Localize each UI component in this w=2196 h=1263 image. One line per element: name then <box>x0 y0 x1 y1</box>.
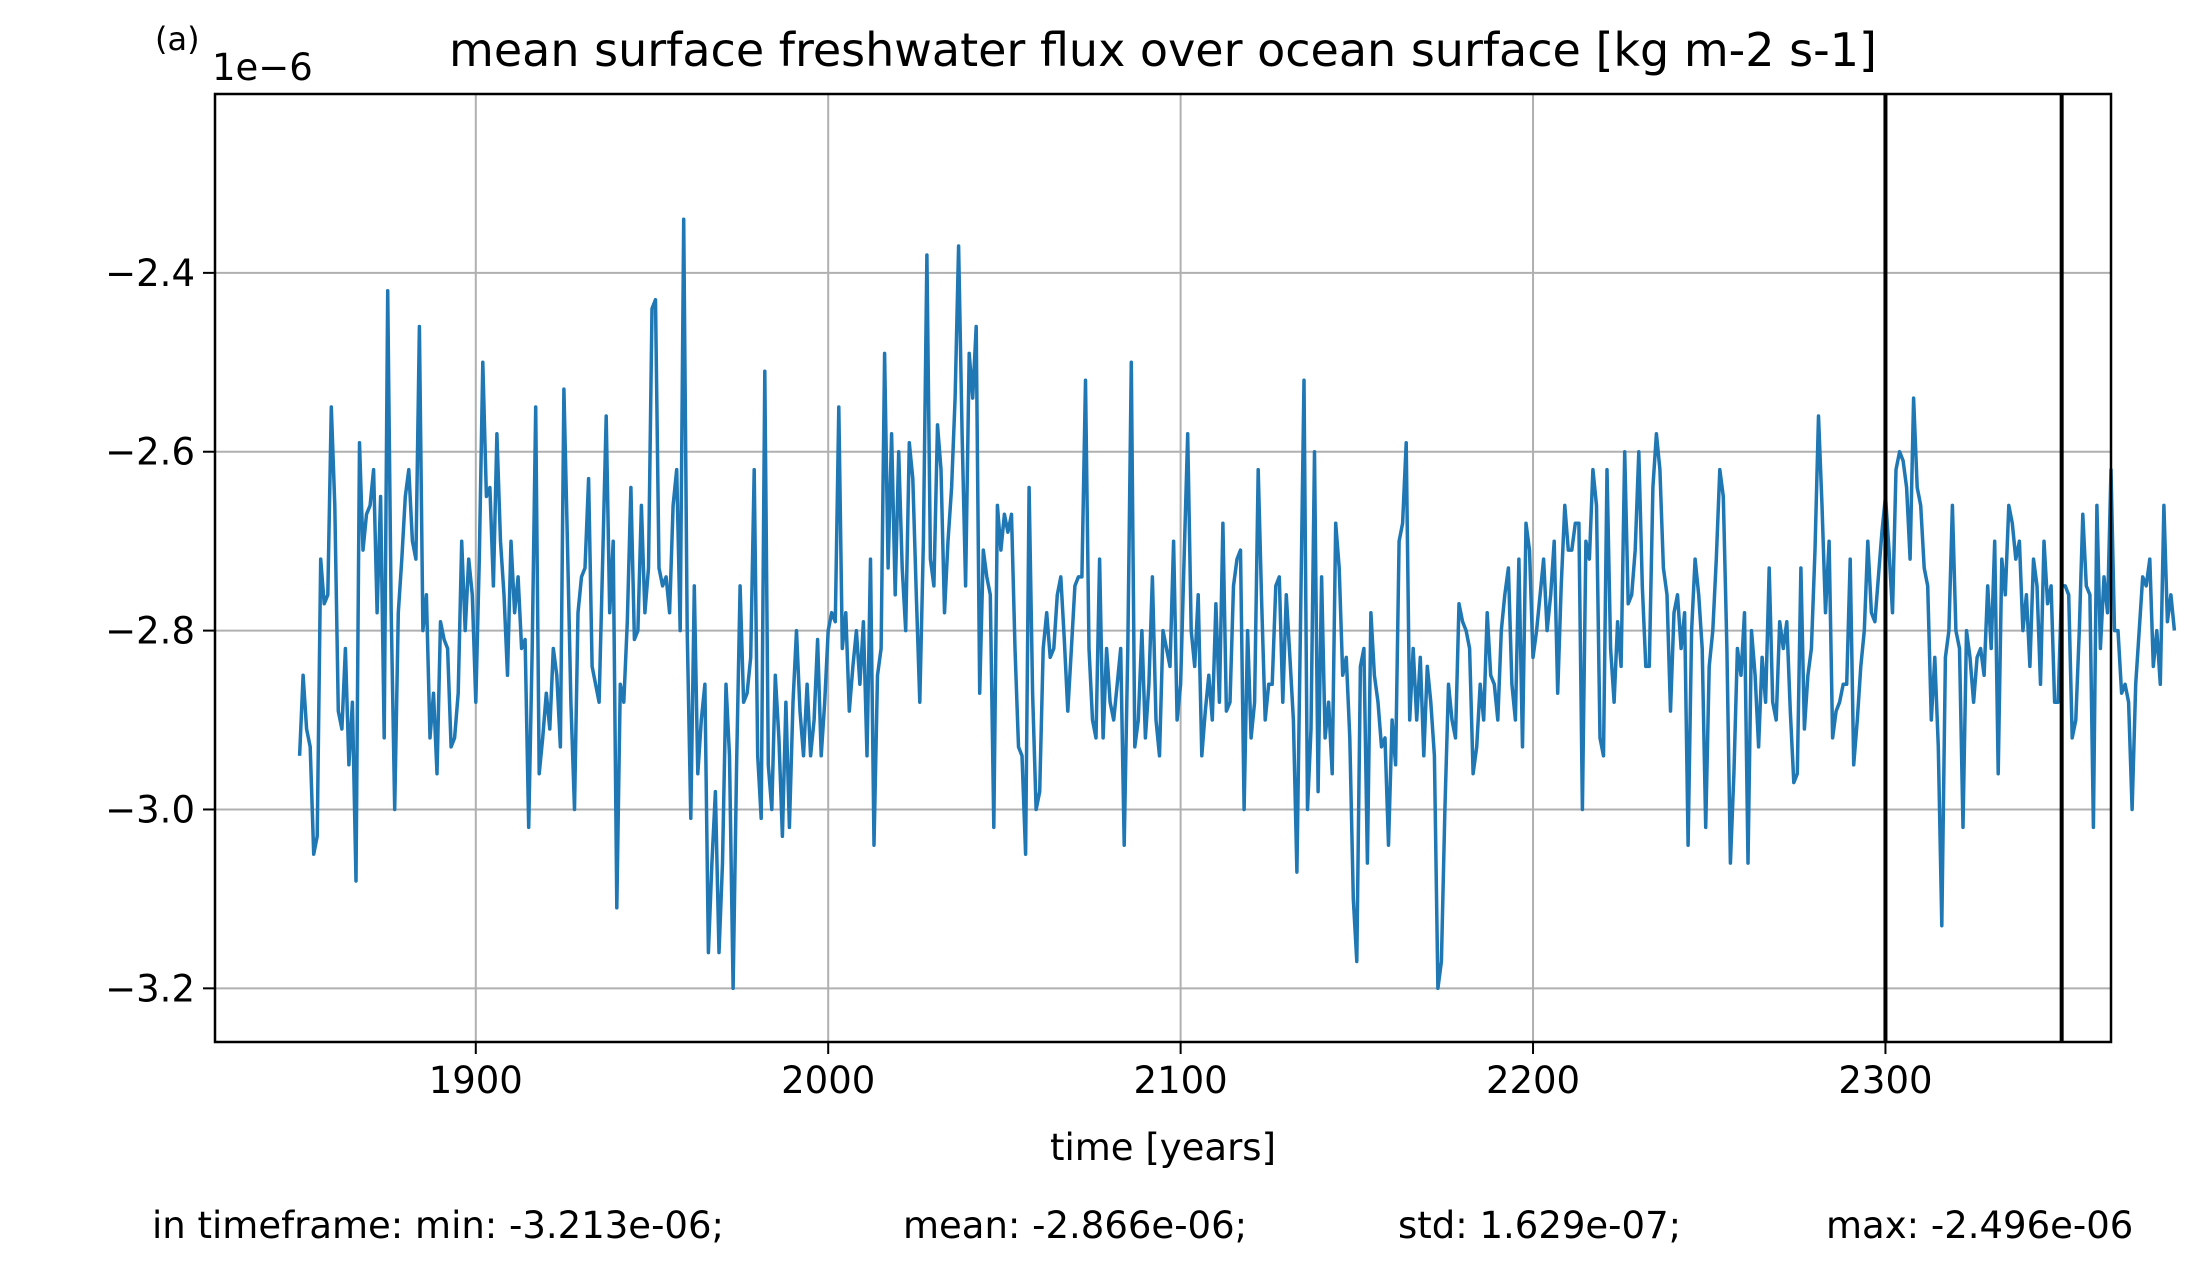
x-axis-label: time [years] <box>1050 1126 1276 1169</box>
stat-max: max: -2.496e-06 <box>1826 1204 2134 1247</box>
y-tick-label: −3.0 <box>105 788 195 831</box>
y-tick-label: −2.6 <box>105 431 195 474</box>
stat-mean: mean: -2.866e-06; <box>903 1204 1248 1247</box>
x-tick-label: 2100 <box>1134 1059 1228 1102</box>
vertical-markers <box>1883 94 2064 1042</box>
x-tick-label: 2300 <box>1838 1059 1932 1102</box>
chart-title: mean surface freshwater flux over ocean … <box>449 23 1877 77</box>
x-tick-label: 2000 <box>781 1059 875 1102</box>
plot-frame <box>213 92 2113 1044</box>
stat-std: std: 1.629e-07; <box>1398 1204 1682 1247</box>
x-tick-label: 1900 <box>429 1059 523 1102</box>
series-layer <box>297 217 2177 991</box>
stat-min: in timeframe: min: -3.213e-06; <box>152 1204 724 1247</box>
y-tick-label: −3.2 <box>105 967 195 1010</box>
x-axis: 1900 2000 2100 2200 2300 <box>429 1042 1933 1102</box>
y-axis: −3.2 −3.0 −2.8 −2.6 −2.4 <box>105 252 215 1010</box>
y-offset-label: 1e−6 <box>212 46 313 89</box>
series-line <box>297 217 2177 991</box>
x-tick-label: 2200 <box>1486 1059 1580 1102</box>
y-tick-label: −2.8 <box>105 610 195 653</box>
panel-label: (a) <box>155 20 200 58</box>
y-tick-label: −2.4 <box>105 252 195 295</box>
